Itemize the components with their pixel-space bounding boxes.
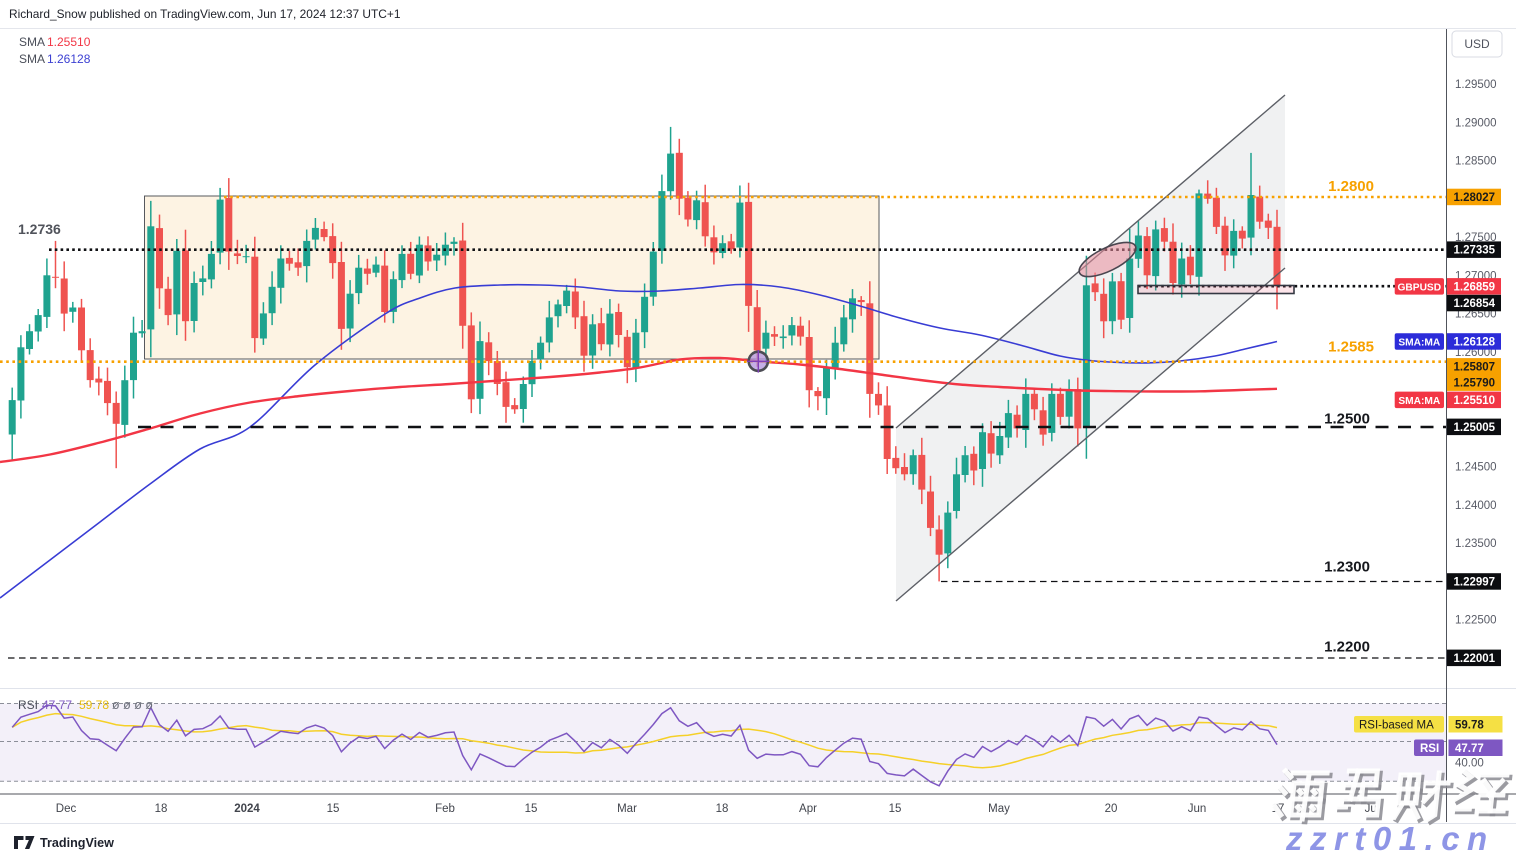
svg-text:1.25510: 1.25510	[47, 35, 91, 49]
svg-text:1.2300: 1.2300	[1324, 559, 1370, 576]
svg-text:Jun: Jun	[1188, 803, 1207, 815]
svg-text:TradingView: TradingView	[40, 836, 114, 850]
svg-text:1.25005: 1.25005	[1454, 422, 1496, 434]
svg-text:18: 18	[716, 803, 729, 815]
svg-text:Feb: Feb	[435, 803, 455, 815]
svg-text:1.22997: 1.22997	[1454, 577, 1496, 589]
svg-text:zzrt01.cn: zzrt01.cn	[1283, 818, 1493, 855]
svg-text:1.22500: 1.22500	[1455, 615, 1497, 627]
svg-text:2024: 2024	[234, 803, 260, 815]
svg-text:1.29500: 1.29500	[1455, 79, 1497, 91]
svg-text:1.26500: 1.26500	[1455, 309, 1497, 321]
svg-text:Mar: Mar	[617, 803, 637, 815]
svg-text:59.78: 59.78	[79, 698, 109, 712]
svg-text:Apr: Apr	[799, 803, 817, 815]
svg-text:RSI: RSI	[18, 698, 38, 712]
svg-text:47.77: 47.77	[42, 698, 72, 712]
svg-text:1.27335: 1.27335	[1454, 245, 1496, 257]
svg-text:1.22001: 1.22001	[1454, 653, 1496, 665]
svg-text:20: 20	[1105, 803, 1118, 815]
svg-text:1.25790: 1.25790	[1454, 378, 1496, 390]
svg-text:RSI: RSI	[1420, 743, 1439, 755]
svg-text:1.26000: 1.26000	[1455, 347, 1497, 359]
svg-text:1.29000: 1.29000	[1455, 117, 1497, 129]
svg-text:RSI-based MA: RSI-based MA	[1359, 720, 1434, 732]
svg-text:May: May	[988, 803, 1010, 815]
svg-text:SMA:MA: SMA:MA	[1398, 396, 1441, 407]
svg-text:1.24500: 1.24500	[1455, 462, 1497, 474]
svg-text:15: 15	[525, 803, 538, 815]
svg-text:1.2736: 1.2736	[18, 221, 61, 237]
svg-text:1.26854: 1.26854	[1454, 298, 1496, 310]
svg-text:1.27500: 1.27500	[1455, 232, 1497, 244]
svg-text:1.26128: 1.26128	[1454, 337, 1496, 349]
svg-text:15: 15	[889, 803, 902, 815]
svg-text:SMA: SMA	[19, 52, 45, 66]
svg-text:1.28027: 1.28027	[1454, 192, 1496, 204]
svg-text:USD: USD	[1464, 37, 1490, 51]
svg-text:15: 15	[327, 803, 340, 815]
svg-text:zzrt01.cn: zzrt01.cn	[1285, 820, 1495, 857]
svg-text:SMA: SMA	[19, 35, 45, 49]
svg-text:1.2500: 1.2500	[1324, 411, 1370, 428]
svg-text:1.25807: 1.25807	[1454, 361, 1496, 373]
svg-text:18: 18	[155, 803, 168, 815]
svg-text:1.23500: 1.23500	[1455, 538, 1497, 550]
svg-text:1.26128: 1.26128	[47, 52, 91, 66]
svg-text:1.24000: 1.24000	[1455, 500, 1497, 512]
svg-text:Richard_Snow published on Trad: Richard_Snow published on TradingView.co…	[9, 7, 401, 21]
svg-text:ø ø ø ø: ø ø ø ø	[112, 698, 153, 712]
svg-text:47.77: 47.77	[1455, 743, 1484, 755]
svg-text:1.26859: 1.26859	[1454, 281, 1496, 293]
svg-text:Dec: Dec	[56, 803, 77, 815]
svg-text:59.78: 59.78	[1455, 720, 1484, 732]
svg-text:1.25510: 1.25510	[1454, 395, 1496, 407]
svg-text:1.2200: 1.2200	[1324, 639, 1370, 656]
svg-text:1.28500: 1.28500	[1455, 156, 1497, 168]
svg-text:SMA:MA: SMA:MA	[1398, 338, 1441, 349]
svg-text:GBPUSD: GBPUSD	[1398, 282, 1442, 293]
svg-text:40.00: 40.00	[1455, 758, 1484, 770]
svg-text:1.2585: 1.2585	[1328, 339, 1374, 356]
svg-text:1.2800: 1.2800	[1328, 178, 1374, 195]
